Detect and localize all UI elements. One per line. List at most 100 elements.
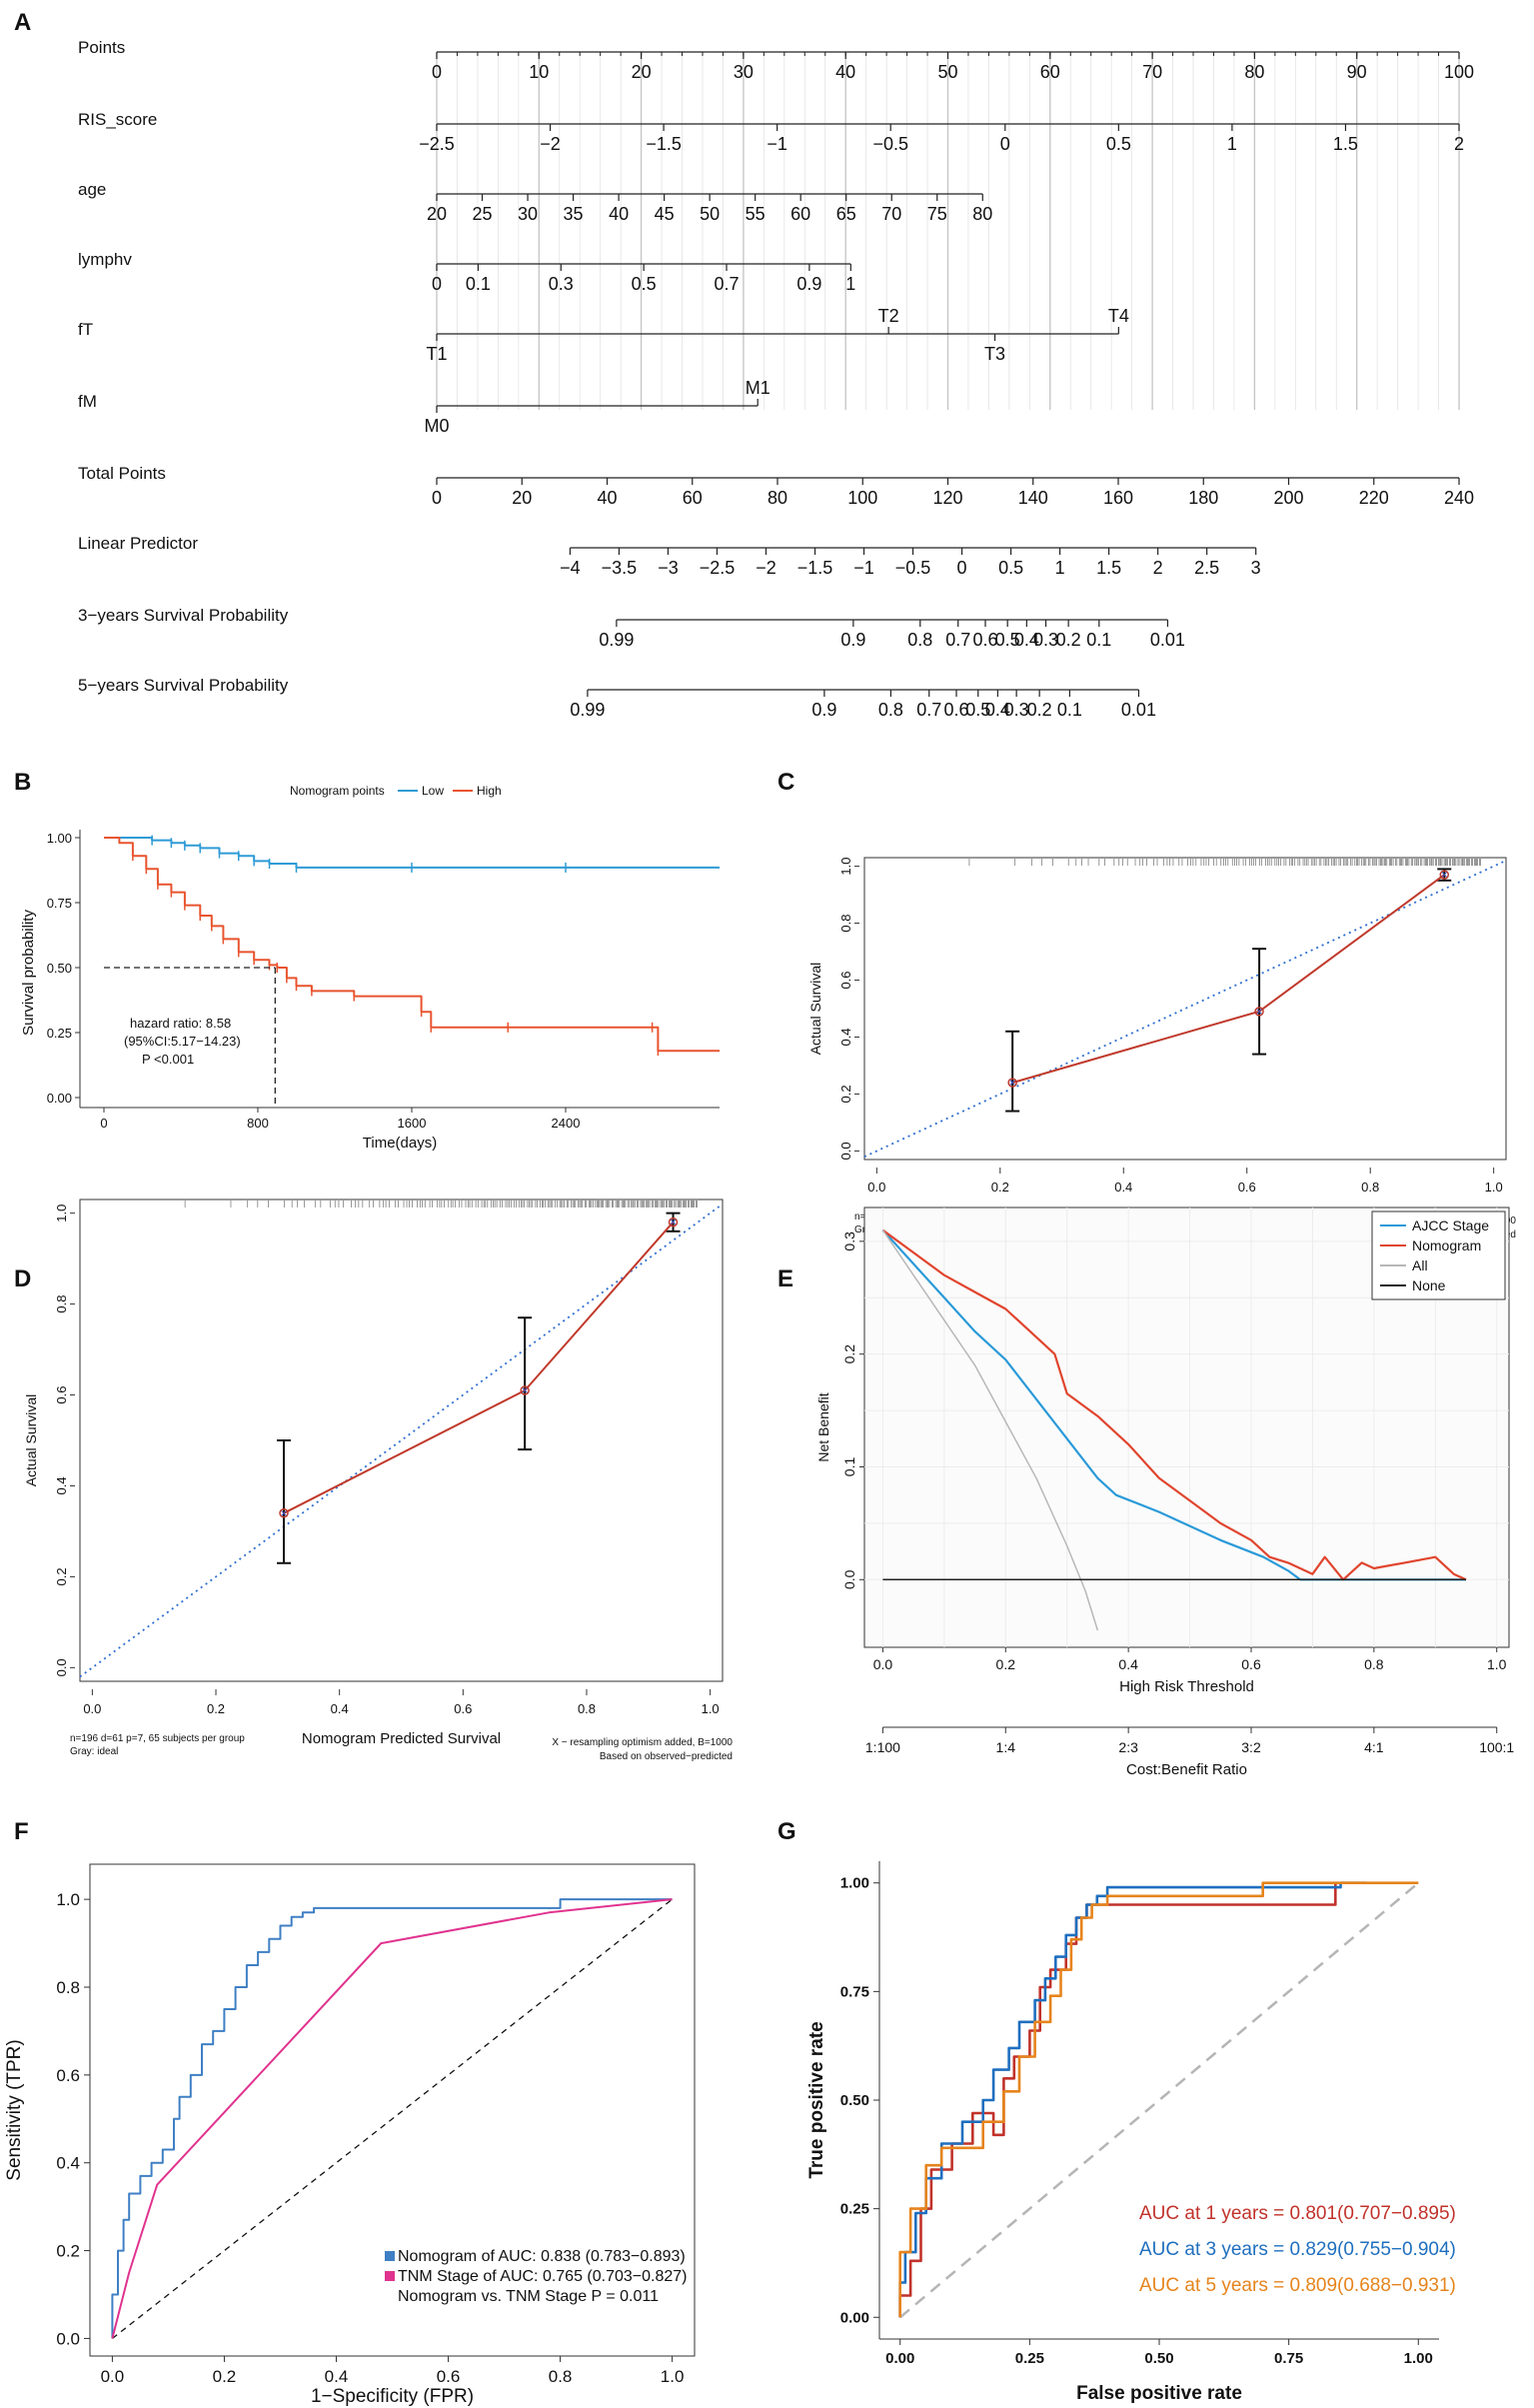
tick-label: 0.99 <box>570 700 605 720</box>
y-tick-label: 0.25 <box>840 2201 869 2218</box>
tick-label: 0 <box>1000 134 1010 154</box>
panel-label-b: B <box>14 769 31 796</box>
tick-label: 70 <box>1142 62 1162 82</box>
y-tick-label: 0.4 <box>56 2154 80 2173</box>
tick-label: T2 <box>878 306 899 326</box>
tick-label: 0.7 <box>945 630 970 650</box>
tick-label: 0 <box>432 488 442 508</box>
panel-f-roc: 0.0 0.2 0.4 0.6 0.8 1.0 0.0 0.2 0.4 0.6 0.8 1.0 1−Sp… <box>4 1863 696 2407</box>
calibration-point <box>1254 1007 1264 1017</box>
tick-label: 1 <box>845 274 855 294</box>
tick-label: 10 <box>529 62 549 82</box>
tick-label: 60 <box>790 204 810 224</box>
tick-label: 0.5 <box>632 274 657 294</box>
note-left-1: n=196 d=61 p=7, 65 subjects per group <box>70 1733 245 1744</box>
optimism-mark: × <box>522 1383 529 1397</box>
row-label: fT <box>78 320 93 339</box>
tick-label: 20 <box>632 62 652 82</box>
panel-b-km: 0.00 0.25 0.50 0.75 1.00 0 800 1600 2400 Time(day… <box>20 784 720 1152</box>
tick-label: 0.1 <box>1086 630 1111 650</box>
roc-curve-5-years <box>898 1881 1419 2318</box>
x-axis-label: Nomogram Predicted Survival <box>302 1730 501 1747</box>
x-tick-label: 1.0 <box>1485 1180 1503 1195</box>
legend-auc-3: AUC at 5 years = 0.809(0.688−0.931) <box>1139 2275 1456 2296</box>
tick-label: 2 <box>1153 558 1163 578</box>
y-tick-label: 1.0 <box>54 1204 69 1222</box>
dca-curve-ajcc-stage <box>881 1228 1466 1581</box>
y-tick-label: 1.00 <box>47 831 72 846</box>
tick-label: 2 <box>1454 134 1464 154</box>
y-tick-label: 0.00 <box>47 1091 72 1106</box>
tick-label: 0.8 <box>878 700 903 720</box>
x-tick-label: 0.50 <box>1144 2350 1173 2367</box>
x2-tick-label: 2:3 <box>1118 1739 1138 1755</box>
tick-label: 80 <box>972 204 992 224</box>
y-tick-label: 0.50 <box>840 2092 869 2109</box>
panel-label-f: F <box>14 1818 29 1845</box>
x-tick-label: 0.2 <box>991 1180 1009 1195</box>
x-tick-label: 0.0 <box>873 1656 893 1672</box>
y-tick-label: 1.00 <box>840 1875 869 1892</box>
y-axis-label: Survival probability <box>20 910 37 1036</box>
note-right-1: X − resampling optimism added, B=1000 <box>552 1737 733 1748</box>
tick-label: 1.5 <box>1333 134 1358 154</box>
tick-label: 0.6 <box>972 630 997 650</box>
row-label: Points <box>78 38 125 57</box>
optimism-mark: × <box>670 1215 677 1229</box>
x-tick-label: 1.0 <box>661 2367 685 2386</box>
calibration-curve <box>1011 874 1445 1085</box>
tick-label: 0.5 <box>1106 134 1131 154</box>
roc-curve-nomogram <box>111 1898 673 2339</box>
optimism-mark: × <box>1009 1076 1016 1090</box>
y-axis-label: Actual Survival <box>807 963 823 1056</box>
panel-label-g: G <box>777 1818 796 1845</box>
panel-c-calibration: 0.0 0.2 0.4 0.6 0.8 1.0 0.0 0.2 0.4 0.6 0.8 1.0 × × × A… <box>807 857 1516 1240</box>
legend-low-label: Low <box>422 784 444 798</box>
panel-label-a: A <box>14 9 31 36</box>
x-tick-label: 0.25 <box>1015 2350 1044 2367</box>
tick-label: 2.5 <box>1194 558 1219 578</box>
tick-label: 0.6 <box>944 700 969 720</box>
tick-label: 1.5 <box>1096 558 1121 578</box>
tick-label: −4 <box>560 558 581 578</box>
tick-label: 0.3 <box>1004 700 1029 720</box>
tick-label: M0 <box>424 416 449 436</box>
x2-tick-label: 1:4 <box>996 1739 1016 1755</box>
legend-label: None <box>1412 1277 1446 1293</box>
tick-label: 0.1 <box>1057 700 1082 720</box>
tick-label: 0.5 <box>995 630 1020 650</box>
tick-label: 100 <box>847 488 877 508</box>
y-tick-label: 1.0 <box>56 1890 80 1909</box>
tick-label: 90 <box>1347 62 1367 82</box>
tick-label: 40 <box>609 204 629 224</box>
y-tick-label: 0.6 <box>56 2066 80 2085</box>
legend-swatch-nomogram <box>385 2251 395 2261</box>
tick-label: 75 <box>927 204 947 224</box>
x-tick-label: 0.8 <box>578 1701 596 1716</box>
tick-label: −0.5 <box>872 134 908 154</box>
tick-label: 0.8 <box>907 630 932 650</box>
x-axis-label: Time(days) <box>363 1135 437 1152</box>
tick-label: −1 <box>853 558 874 578</box>
y-tick-label: 0.2 <box>54 1567 69 1585</box>
y-tick-label: 0.75 <box>840 1983 869 2000</box>
y-axis-label: Sensitivity (TPR) <box>4 2039 25 2180</box>
p-text: P <0.001 <box>142 1052 194 1067</box>
y-axis-label: True positive rate <box>806 2021 827 2178</box>
calibration-point <box>520 1385 530 1395</box>
x-tick-label: 0.8 <box>1364 1656 1384 1672</box>
x-tick-label: 0.75 <box>1274 2350 1303 2367</box>
ci-text: (95%CI:5.17−14.23) <box>124 1034 241 1049</box>
tick-label: T3 <box>984 344 1005 364</box>
y-tick-label: 0.75 <box>47 896 72 911</box>
y-tick-label: 0.0 <box>54 1658 69 1676</box>
y-tick-label: 1.0 <box>838 858 853 876</box>
x-tick-label: 0.4 <box>1114 1180 1132 1195</box>
x-tick-label: 1.0 <box>1487 1656 1507 1672</box>
legend-auc-1: AUC at 1 years = 0.801(0.707−0.895) <box>1139 2203 1456 2224</box>
x-tick-label: 0.6 <box>1238 1180 1256 1195</box>
tick-label: −3.5 <box>602 558 638 578</box>
tick-label: 0.01 <box>1150 630 1185 650</box>
tick-label: 200 <box>1273 488 1303 508</box>
tick-label: T1 <box>426 344 447 364</box>
